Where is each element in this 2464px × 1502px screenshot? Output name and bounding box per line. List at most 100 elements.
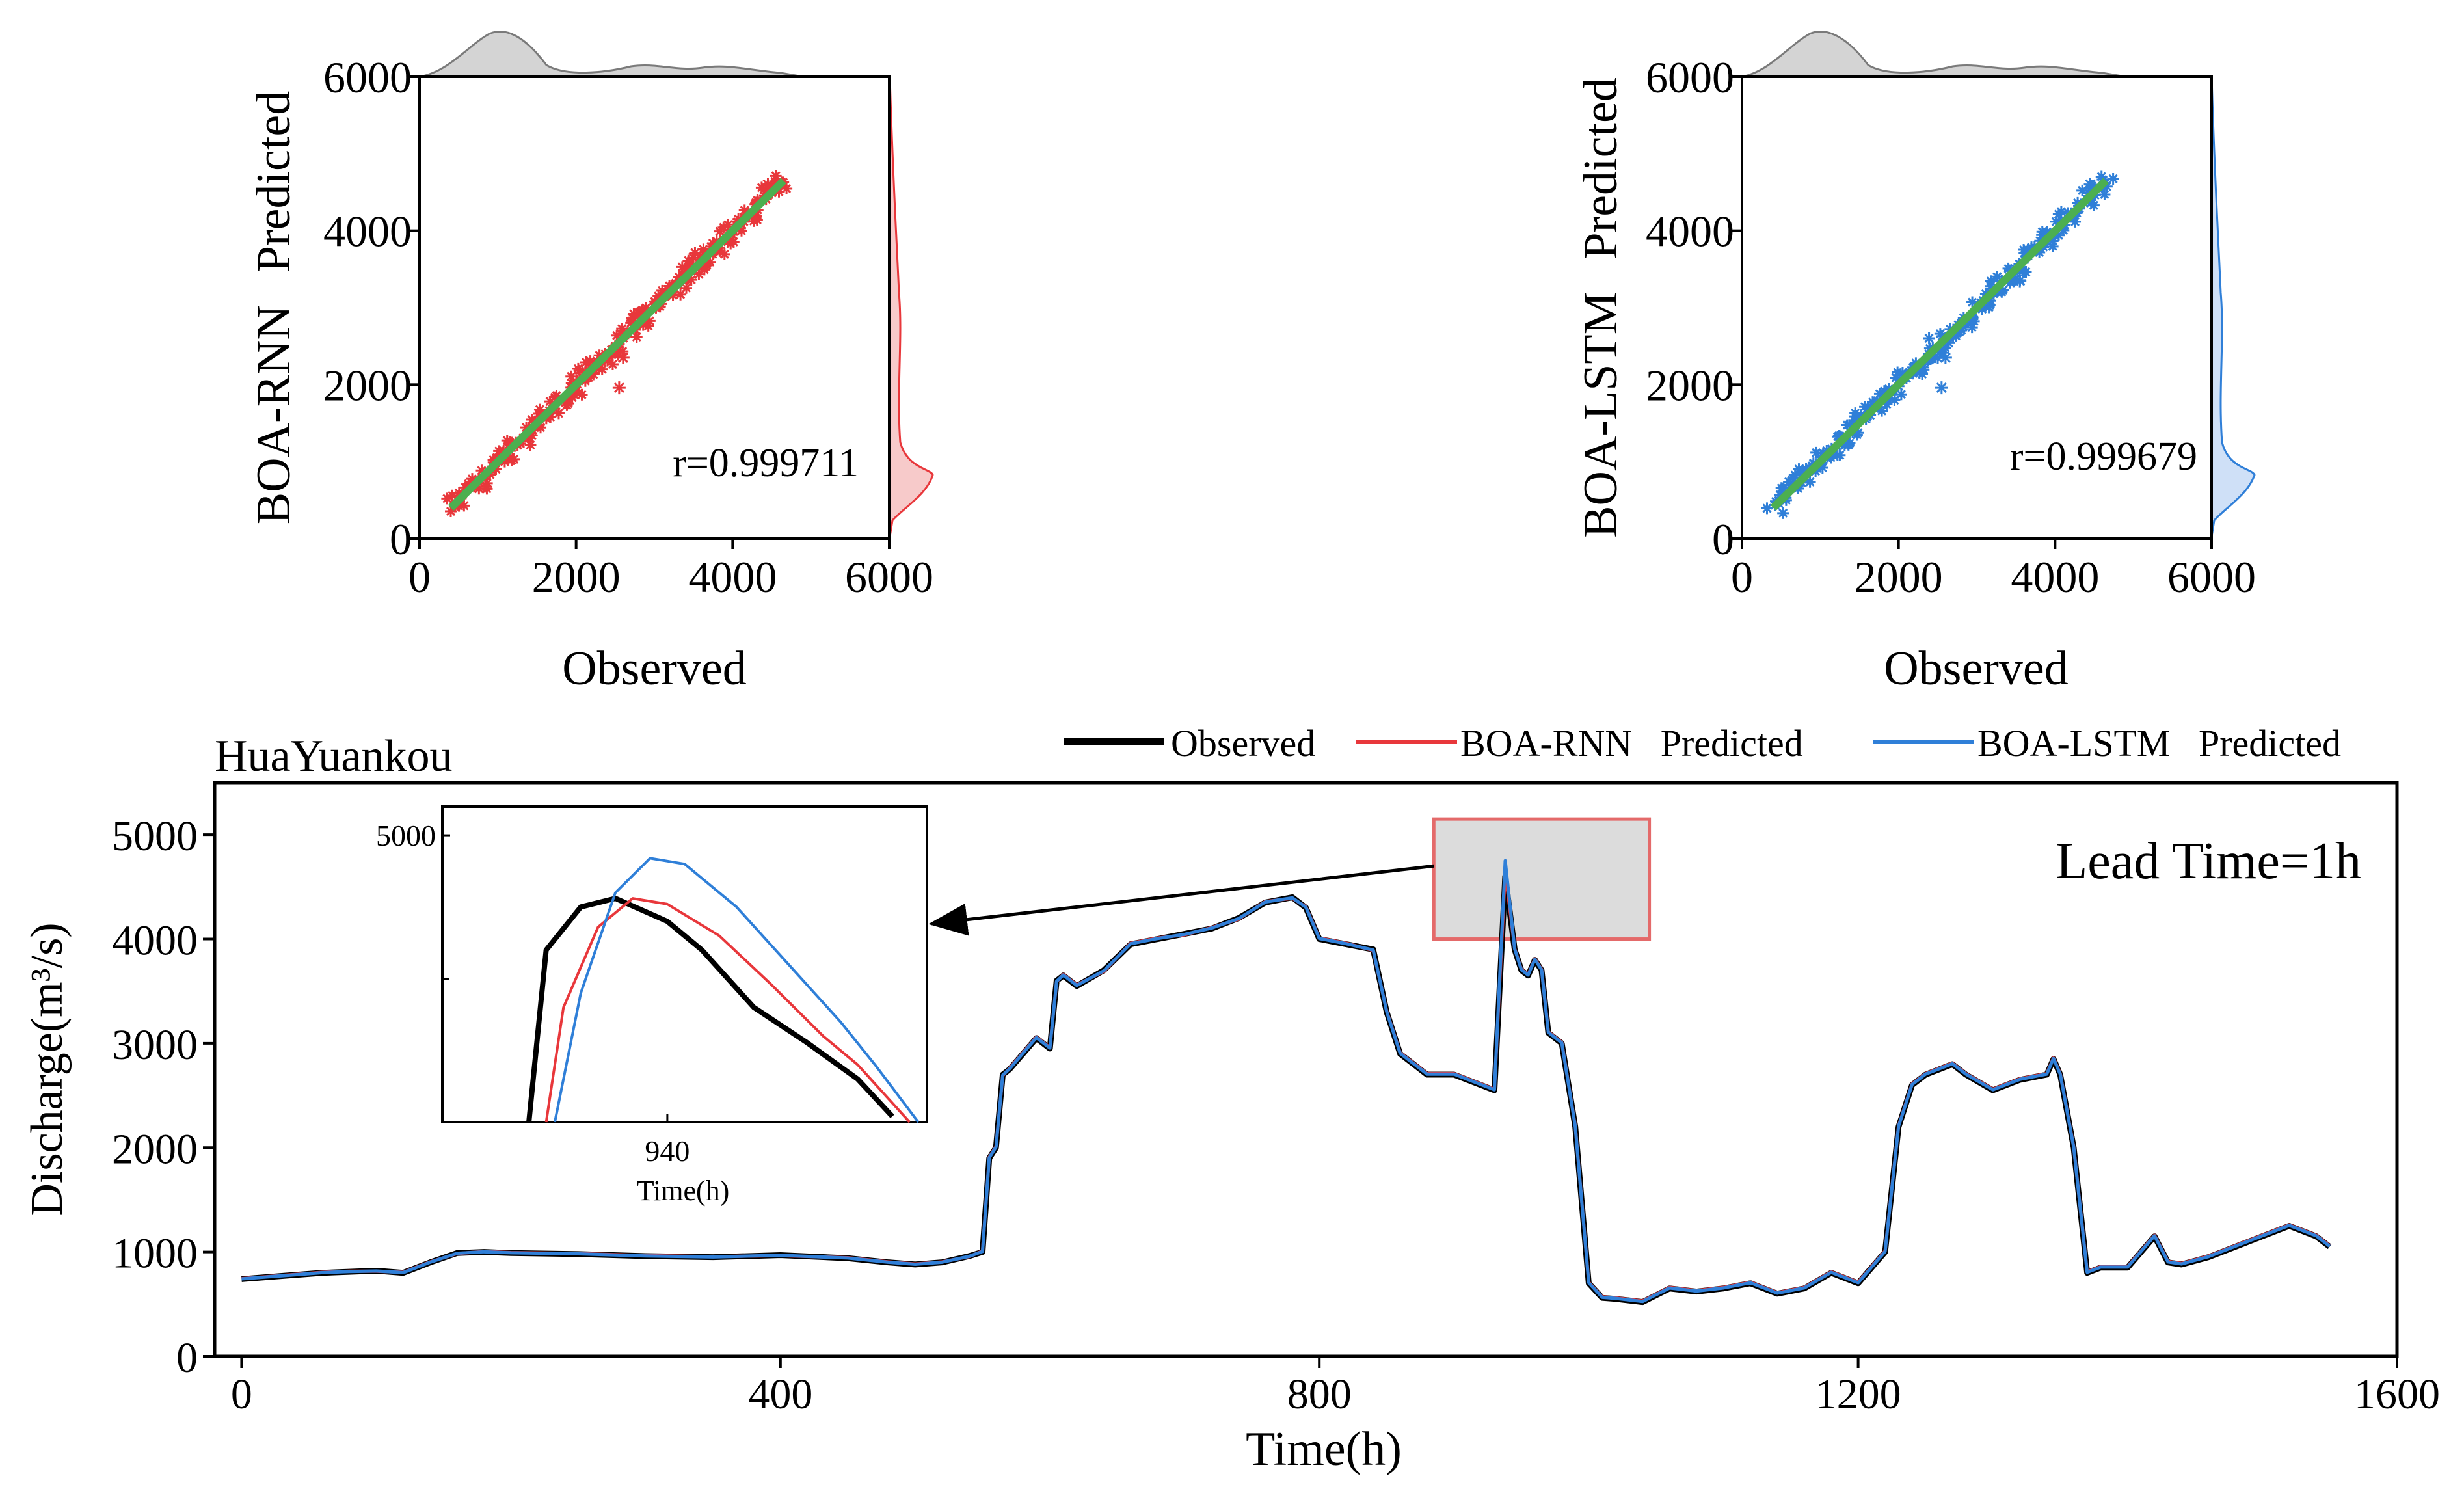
legend-observed-label: Observed [1171, 722, 1315, 764]
x-tick-label: 4000 [2011, 552, 2099, 602]
scatter-point [1890, 371, 1902, 384]
scatter-point [1859, 401, 1871, 413]
legend-lstm-label: BOA-LSTM Predicted [1977, 722, 2341, 764]
inset-x-axis-label: Time(h) [637, 1175, 730, 1207]
scatter-point [1916, 368, 1929, 381]
scatter-point [718, 248, 730, 260]
scatter-point [1838, 439, 1851, 451]
scatter-point [1991, 271, 2003, 283]
scatter-point [584, 355, 596, 368]
scatter-point [441, 492, 453, 505]
lead-time-annotation: Lead Time=1h [2056, 833, 2361, 890]
scatter-outlier [2013, 274, 2027, 288]
rnn-y-axis-suffix: Predicted [247, 91, 301, 273]
scatter-outlier [761, 178, 775, 191]
scatter-point [493, 445, 505, 457]
legend: Observed BOA-RNN Predicted BOA-LSTM Pred… [1064, 722, 2341, 764]
scatter-point [573, 364, 585, 377]
scatter-point [1957, 320, 1970, 332]
scatter-point [569, 388, 581, 401]
timeseries-x-ticks: 0 400 800 1200 1600 [231, 1356, 2440, 1418]
x-tick-label: 0 [231, 1371, 252, 1418]
scatter-point [643, 315, 656, 327]
scatter-point [1925, 353, 1938, 365]
scatter-point [501, 435, 513, 447]
scatter-point [717, 221, 730, 234]
inset-x-tick-label: 940 [645, 1134, 690, 1168]
scatter-point [704, 256, 716, 268]
scatter-point [667, 289, 679, 302]
scatter-point [565, 370, 578, 382]
scatter-outlier [1938, 351, 1952, 364]
scatter-point [656, 284, 669, 297]
x-tick-label: 4000 [688, 552, 777, 602]
scatter-point [1787, 472, 1799, 485]
y-tick-label: 2000 [1646, 360, 1734, 410]
scatter-point [1918, 364, 1930, 376]
series-lstm-line [241, 859, 2331, 1304]
scatter-point [722, 219, 734, 231]
rnn-x-axis-label: Observed [562, 642, 747, 695]
timeseries-y-ticks: 0 1000 2000 3000 4000 5000 [112, 812, 215, 1382]
lstm-y-axis-label: BOA-LSTM Predicted [1574, 77, 1627, 538]
scatter-point [2018, 244, 2030, 256]
scatter-point [1931, 352, 1944, 364]
scatter-point [544, 411, 557, 423]
scatter-outlier [2083, 178, 2097, 191]
rnn-top-density [419, 31, 804, 78]
scatter-point [1761, 502, 1773, 515]
scatter-point [601, 355, 613, 367]
y-tick-label: 2000 [112, 1125, 198, 1173]
rnn-plot-frame [418, 75, 891, 540]
scatter-point [1876, 405, 1888, 417]
scatter-point [698, 263, 710, 276]
scatter-point [533, 403, 546, 416]
rnn-y-axis-model: BOA-RNN [247, 305, 301, 524]
scatter-point [663, 280, 676, 292]
scatter-point [1804, 476, 1816, 488]
scatter-point [1937, 347, 1949, 359]
scatter-point [1923, 332, 1935, 344]
y-tick-label: 5000 [112, 812, 198, 860]
scatter-point [652, 290, 665, 302]
lstm-top-density [1741, 31, 2126, 78]
scatter-point [682, 254, 695, 267]
lstm-y-axis-suffix: Predicted [1574, 77, 1627, 259]
scatter-point [1831, 449, 1843, 461]
scatter-point [2057, 224, 2070, 237]
x-tick-label: 2000 [1855, 552, 1943, 602]
scatter-point [2026, 241, 2038, 254]
scatter-point [1966, 296, 1979, 308]
scatter-point [2004, 276, 2016, 289]
inset-observed-line [526, 896, 894, 1123]
scatter-point [526, 414, 538, 426]
scatter-point [475, 464, 488, 477]
x-tick-label: 0 [1731, 552, 1753, 602]
scatter-point [680, 263, 693, 276]
rnn-right-density [889, 76, 934, 537]
scatter-point [550, 390, 563, 402]
scatter-point [2050, 215, 2062, 228]
rnn-annotation: r=0.999711 [673, 441, 859, 485]
scatter-point [2076, 184, 2089, 196]
scatter-point [2041, 226, 2053, 238]
timeseries-panel: HuaYuankou Observed BOA-RNN Predicted BO… [22, 722, 2440, 1476]
scatter-point [675, 288, 687, 301]
scatter-point [1774, 489, 1786, 501]
scatter-point [1966, 321, 1978, 334]
scatter-point [1896, 367, 1908, 379]
scatter-point [593, 349, 606, 362]
rnn-x-ticks: 0 2000 4000 6000 [408, 539, 933, 602]
scatter-point [1976, 303, 1989, 315]
scatter-outlier [612, 381, 626, 395]
scatter-point [505, 454, 518, 466]
y-tick-label: 0 [1712, 515, 1734, 564]
inset-rnn-line [544, 897, 911, 1123]
scatter-point [2087, 199, 2100, 211]
y-tick-label: 4000 [112, 917, 198, 965]
scatter-point [1817, 447, 1829, 459]
x-tick-label: 1200 [1815, 1371, 1901, 1418]
y-tick-label: 2000 [323, 360, 412, 410]
timeseries-x-axis-label: Time(h) [1246, 1423, 1402, 1476]
